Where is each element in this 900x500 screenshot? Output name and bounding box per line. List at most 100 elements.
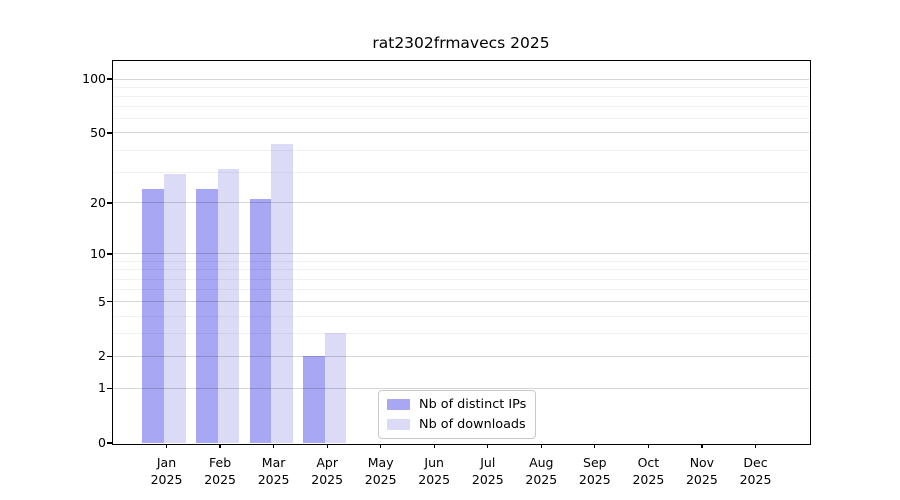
x-tick-year: 2025 [311,472,344,487]
x-tick-mark [487,443,489,448]
x-tick-mark [272,443,275,448]
x-tick-month: Jul [480,455,496,470]
x-tick-mark [433,443,435,448]
legend: Nb of distinct IPs Nb of downloads [378,390,537,439]
x-tick-label: Apr 2025 [295,454,359,488]
x-tick-label: Jul 2025 [456,454,520,488]
gridline-major [112,202,809,204]
legend-item-downloads: Nb of downloads [387,417,526,432]
x-tick-month: Oct [637,455,660,470]
gridline-minor [112,333,809,335]
y-tick-label: 10 [90,245,106,261]
y-tick-mark [107,387,112,389]
x-tick-year: 2025 [418,472,451,487]
bar-distinct-ips [196,188,218,443]
x-tick-mark [701,443,703,448]
gridline-minor [112,289,809,290]
x-tick-label: Feb 2025 [188,454,252,488]
y-tick-mark [107,355,112,358]
x-tick-year: 2025 [685,472,718,487]
y-tick-mark [107,78,112,80]
gridline-minor [112,315,809,317]
x-tick-month: May [367,455,394,470]
bar-downloads [271,144,293,443]
gridline-major [112,355,809,357]
legend-swatch-downloads [387,419,410,430]
gridline-major [112,78,809,80]
legend-label-distinct-ips: Nb of distinct IPs [419,397,527,412]
x-tick-year: 2025 [739,472,772,487]
x-tick-mark [647,443,650,448]
gridline-minor [112,278,809,280]
gridline-minor [112,149,809,151]
legend-item-distinct-ips: Nb of distinct IPs [387,397,526,412]
y-tick-mark [107,132,112,134]
x-tick-label: Jan 2025 [135,454,199,488]
gridline-major [112,301,809,303]
x-tick-mark [326,443,328,448]
gridline-minor [112,260,809,262]
bar-distinct-ips [142,188,164,443]
x-tick-mark [380,443,382,448]
x-tick-month: Sep [583,455,607,470]
y-tick-label: 1 [98,380,106,396]
x-tick-month: Dec [743,455,768,470]
x-tick-month: Aug [529,455,554,470]
x-tick-year: 2025 [150,472,183,487]
legend-swatch-distinct-ips [387,399,410,410]
plot-inner [112,61,809,443]
gridline-minor [112,86,809,88]
gridline-major [112,132,809,134]
x-tick-month: Jun [424,455,444,470]
gridline-minor [112,106,809,108]
x-tick-month: Jan [156,455,177,470]
x-tick-month: Feb [209,455,232,470]
x-tick-year: 2025 [525,472,558,487]
gridline-major [112,253,809,255]
x-tick-mark [594,443,596,448]
x-tick-year: 2025 [578,472,611,487]
bar-distinct-ips [249,198,272,443]
x-tick-label: Sep 2025 [563,454,627,488]
y-tick-mark [107,301,112,303]
plot-area [111,59,811,445]
gridline-minor [112,95,809,97]
x-tick-label: Mar 2025 [242,454,306,488]
y-tick-label: 0 [98,435,106,450]
x-tick-mark [219,443,221,448]
x-tick-month: Nov [689,455,715,470]
x-tick-label: May 2025 [349,454,413,488]
x-tick-label: Jun 2025 [402,454,466,488]
y-tick-label: 2 [98,348,106,364]
chart-title: rat2302frmavecs 2025 [372,34,550,52]
x-tick-year: 2025 [257,472,290,487]
y-tick-mark [107,253,112,255]
x-tick-label: Nov 2025 [670,454,734,488]
y-tick-label: 5 [98,293,106,309]
bar-downloads [164,174,186,443]
y-tick-label: 100 [82,71,106,86]
x-tick-month: Mar [261,455,286,470]
x-tick-year: 2025 [204,472,236,487]
gridline-minor [112,269,809,271]
x-tick-label: Dec 2025 [724,454,788,488]
bar-downloads [324,333,347,443]
x-tick-label: Aug 2025 [509,454,573,488]
x-tick-label: Oct 2025 [616,454,680,488]
gridline-minor [112,118,809,120]
y-tick-mark [107,202,112,204]
x-tick-mark [540,443,542,448]
x-tick-year: 2025 [471,472,504,487]
x-tick-mark [165,443,168,448]
bar-distinct-ips [303,355,325,443]
x-tick-mark [754,443,757,448]
gridline-major [112,387,809,389]
y-tick-label: 50 [90,124,106,140]
y-tick-mark [107,442,112,444]
bar-downloads [217,169,240,443]
y-tick-label: 20 [90,194,106,210]
legend-label-downloads: Nb of downloads [419,417,526,432]
gridline-minor [112,171,809,173]
x-tick-year: 2025 [364,472,397,487]
